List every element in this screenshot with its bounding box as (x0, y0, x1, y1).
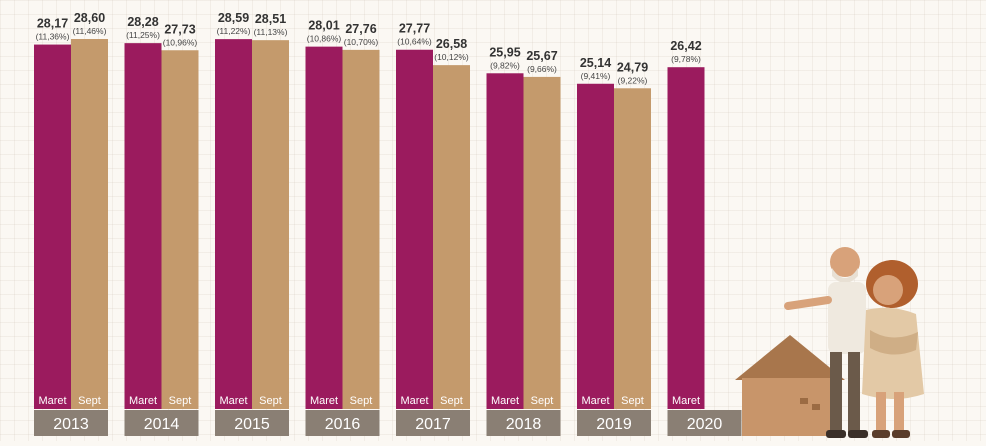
year-band-2019 (577, 410, 651, 436)
value-label-maret-2015: 28,59 (218, 11, 249, 25)
year-label-2020: 2020 (687, 416, 723, 433)
percent-label-maret-2018: (9,82%) (490, 60, 520, 70)
bar-maret-2020 (667, 67, 705, 410)
elderly-woman-figure (862, 260, 924, 438)
percent-label-maret-2014: (11,25%) (126, 30, 160, 40)
bar-series-label-maret-2017: Maret (400, 395, 428, 407)
labels-layer: 28,17(11,36%) 28,60(11,46%) 28,28(11,25%) 2… (36, 11, 702, 85)
bar-maret-2015 (215, 39, 252, 410)
bars-layer: Maret Sept Maret Sept Maret Sept Maret Sept Mare… (34, 39, 705, 410)
value-label-sept-2016: 27,76 (345, 22, 376, 36)
percent-label-sept-2018: (9,66%) (527, 64, 557, 74)
percent-label-sept-2013: (11,46%) (73, 26, 107, 36)
year-label-2015: 2015 (234, 416, 270, 433)
bar-maret-2014 (124, 43, 162, 409)
value-label-sept-2018: 25,67 (526, 49, 557, 63)
value-label-maret-2016: 28,01 (308, 19, 339, 33)
bar-series-label-sept-2019: Sept (621, 395, 644, 407)
bar-sept-2017 (433, 65, 470, 409)
bar-sept-2019 (614, 88, 651, 409)
bar-series-label-maret-2014: Maret (129, 395, 157, 407)
bar-maret-2013 (34, 44, 71, 410)
bar-maret-2017 (396, 49, 433, 409)
value-label-sept-2013: 28,60 (74, 11, 105, 25)
value-label-sept-2017: 26,58 (436, 37, 467, 51)
year-label-2013: 2013 (53, 416, 89, 433)
value-label-sept-2014: 27,73 (164, 22, 195, 36)
percent-label-sept-2016: (10,70%) (344, 37, 379, 47)
year-band-2015 (215, 410, 289, 436)
house-icon (735, 335, 845, 436)
percent-label-maret-2019: (9,41%) (581, 71, 611, 81)
elderly-couple-illustration (735, 247, 924, 438)
value-label-maret-2018: 25,95 (489, 45, 520, 59)
value-label-maret-2013: 28,17 (37, 17, 68, 31)
percent-label-maret-2017: (10,64%) (397, 37, 432, 47)
bar-series-label-maret-2016: Maret (310, 395, 338, 407)
percent-label-sept-2015: (11,13%) (254, 27, 288, 37)
bar-series-label-maret-2018: Maret (491, 395, 519, 407)
bar-series-label-maret-2020: Maret (672, 395, 700, 407)
value-label-maret-2017: 27,77 (399, 22, 430, 36)
value-label-sept-2015: 28,51 (255, 12, 286, 26)
bar-series-label-sept-2017: Sept (440, 395, 463, 407)
bar-maret-2018 (486, 73, 524, 410)
bar-series-label-sept-2013: Sept (78, 395, 101, 407)
elderly-man-figure (784, 247, 868, 438)
bar-series-label-sept-2015: Sept (259, 395, 282, 407)
year-band-2014 (124, 410, 199, 436)
percent-label-sept-2017: (10,12%) (434, 52, 469, 62)
percent-label-sept-2019: (9,22%) (618, 75, 648, 85)
bar-sept-2016 (342, 49, 380, 410)
value-label-maret-2020: 26,42 (670, 39, 701, 53)
bar-sept-2014 (161, 50, 199, 409)
year-band-2018 (486, 410, 561, 436)
year-band-2020 (667, 410, 742, 436)
bar-series-label-sept-2018: Sept (531, 395, 554, 407)
percent-label-maret-2015: (11,22%) (217, 26, 251, 36)
year-bands-layer: 2013 2014 2015 2016 2017 2018 2019 2020 (34, 410, 742, 436)
year-label-2018: 2018 (506, 416, 542, 433)
percent-label-maret-2013: (11,36%) (36, 32, 70, 42)
year-band-2017 (396, 410, 470, 436)
value-label-maret-2019: 25,14 (580, 56, 611, 70)
year-label-2017: 2017 (415, 416, 451, 433)
year-band-2013 (34, 410, 108, 436)
bar-sept-2018 (523, 76, 561, 410)
bar-series-label-sept-2016: Sept (350, 395, 373, 407)
year-label-2016: 2016 (325, 416, 361, 433)
percent-label-sept-2014: (10,96%) (163, 37, 198, 47)
year-label-2014: 2014 (144, 416, 180, 433)
bar-series-label-maret-2013: Maret (38, 395, 66, 407)
value-label-sept-2019: 24,79 (617, 60, 648, 74)
bar-maret-2016 (305, 46, 343, 409)
percent-label-maret-2020: (9,78%) (671, 54, 701, 64)
value-label-maret-2014: 28,28 (127, 15, 158, 29)
year-label-2019: 2019 (596, 416, 632, 433)
bar-sept-2013 (71, 39, 108, 409)
percent-label-maret-2016: (10,86%) (307, 34, 342, 44)
bar-maret-2019 (577, 83, 614, 409)
bar-series-label-maret-2015: Maret (219, 395, 247, 407)
bar-series-label-maret-2019: Maret (581, 395, 609, 407)
bar-sept-2015 (252, 40, 289, 409)
year-band-2016 (305, 410, 380, 436)
bar-series-label-sept-2014: Sept (169, 395, 192, 407)
